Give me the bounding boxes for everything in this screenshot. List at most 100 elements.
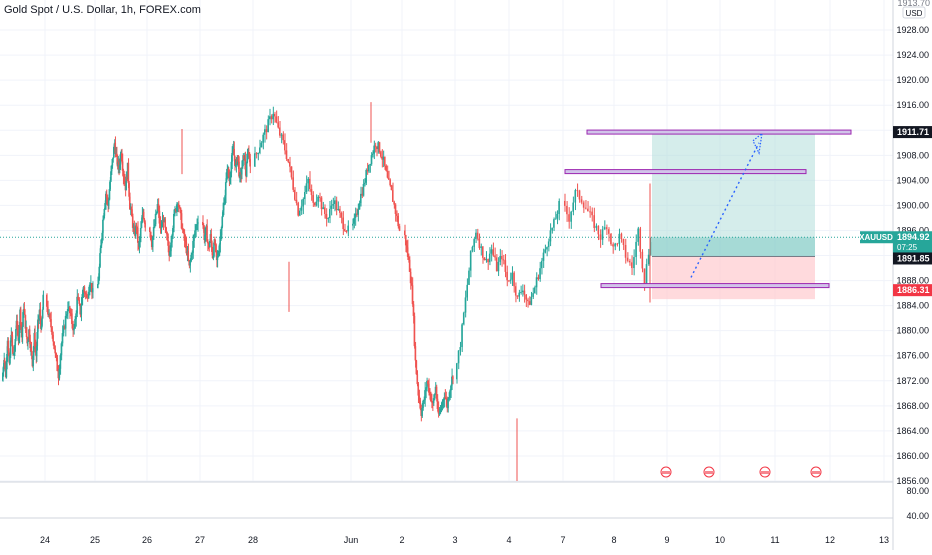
candle-body: [320, 197, 323, 210]
candle-body: [487, 259, 489, 263]
candle-body: [183, 232, 186, 241]
candle-body: [139, 227, 142, 237]
candle-body: [237, 155, 240, 162]
candle-body: [312, 195, 314, 203]
candle-body: [164, 219, 166, 228]
candle-body: [9, 340, 12, 356]
candle-body: [105, 193, 108, 198]
candle-body: [398, 226, 401, 231]
candle-body: [214, 243, 217, 245]
candle-body: [123, 176, 125, 181]
candle-body: [406, 247, 409, 257]
candle-body: [257, 153, 259, 155]
candle-body: [244, 158, 247, 170]
target-price-badge: 1911.71: [897, 127, 929, 137]
candle-body: [213, 242, 215, 257]
event-marker-icon[interactable]: [660, 466, 672, 478]
level-line[interactable]: [586, 129, 852, 135]
candle-body: [501, 255, 503, 260]
candle-body: [280, 134, 283, 136]
candle-body: [430, 401, 433, 403]
candle-body: [68, 306, 71, 314]
candle-body: [30, 347, 33, 352]
candle-body: [61, 333, 64, 344]
level-line[interactable]: [564, 169, 807, 175]
candle-body: [386, 170, 389, 178]
candle-body: [28, 329, 31, 341]
candle-body: [245, 161, 248, 177]
price-tick-label: 1880.00: [896, 326, 929, 336]
candle-body: [601, 229, 604, 240]
candle-body: [105, 193, 107, 204]
candle-body: [287, 158, 289, 162]
entry-price-badge-bg: [893, 252, 932, 265]
level-line[interactable]: [600, 283, 830, 289]
candle-body: [229, 172, 232, 178]
candle-body: [26, 341, 29, 344]
candle-body: [50, 319, 52, 328]
price-tick-label: 1904.00: [896, 175, 929, 185]
candle-body: [439, 409, 442, 414]
price-tick-label: 1900.00: [896, 200, 929, 210]
candle-body: [404, 230, 406, 236]
price-tick-label: 1856.00: [896, 476, 929, 486]
candle-body: [159, 223, 162, 228]
event-marker-icon: [705, 471, 713, 474]
currency-badge[interactable]: [902, 6, 926, 19]
candles: [2, 102, 822, 481]
candle-body: [513, 272, 515, 287]
candle-body: [97, 278, 100, 285]
candle-body: [482, 246, 484, 258]
candle-body: [584, 207, 587, 209]
candle-body: [488, 253, 491, 263]
candle-body: [109, 180, 111, 190]
candle-body: [67, 306, 70, 310]
candle-body: [37, 319, 39, 332]
candle-body: [181, 228, 184, 230]
price-axis[interactable]: [893, 0, 932, 550]
candle-body: [532, 293, 534, 297]
candle-body: [78, 299, 80, 304]
indicator-tick-label: 40.00: [906, 511, 929, 521]
candle-body: [42, 294, 45, 310]
candle-body: [218, 253, 220, 255]
candle-body: [380, 152, 382, 157]
candle-body: [191, 252, 193, 255]
event-marker-icon[interactable]: [810, 466, 822, 478]
event-marker-icon[interactable]: [703, 466, 715, 478]
candle-body: [633, 257, 635, 269]
candle-body: [133, 227, 135, 233]
candle-body: [523, 290, 526, 295]
symbol-badge-bg: [860, 231, 893, 244]
candle-body: [224, 195, 226, 204]
candle-body: [182, 229, 185, 233]
candle-body: [162, 220, 165, 222]
stop-price-badge-bg: [893, 284, 932, 297]
candle-body: [329, 208, 331, 219]
countdown-label: 07:25: [897, 243, 918, 252]
grid-layer: [0, 0, 932, 519]
candle-body: [622, 238, 625, 245]
candle-body: [121, 161, 124, 171]
candle-body: [390, 185, 393, 191]
candle-body: [603, 227, 606, 230]
candle-body: [186, 251, 189, 254]
candle-body: [639, 228, 642, 252]
candle-body: [100, 239, 103, 246]
candle-body: [121, 153, 123, 162]
candle-body: [337, 208, 339, 211]
event-marker-icon[interactable]: [759, 466, 771, 478]
candle-body: [356, 213, 358, 215]
candle-body: [289, 161, 291, 167]
candle-body: [480, 246, 482, 248]
candle-body: [76, 296, 78, 314]
candle-body: [208, 246, 210, 248]
candle-body: [447, 398, 449, 409]
candle-body: [546, 247, 548, 250]
candle-body: [71, 313, 73, 324]
candle-body: [144, 222, 146, 228]
candle-body: [111, 159, 114, 166]
candle-body: [413, 315, 416, 347]
candle-body: [407, 256, 410, 260]
